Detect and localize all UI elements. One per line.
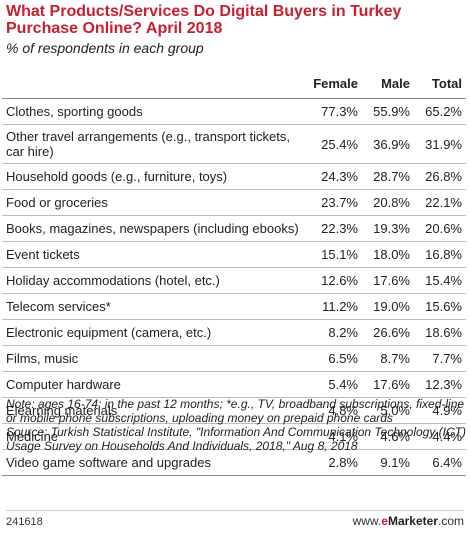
row-label: Clothes, sporting goods [2,98,304,125]
cell-female: 23.7% [304,189,362,216]
cell-female: 11.2% [304,293,362,320]
cell-female: 4.8% [304,397,362,424]
cell-total: 6.4% [414,449,466,476]
cell-total: 12.3% [414,371,466,398]
chart-notes: Note: ages 16-74; in the past 12 months;… [6,397,466,453]
cell-female: 5.4% [304,371,362,398]
brand-main: Marketer [387,514,438,528]
table-row: Household goods (e.g., furniture, toys) … [2,163,466,190]
row-label: Medicine [2,423,304,450]
table-row: Electronic equipment (camera, etc.) 8.2%… [2,319,466,346]
cell-female: 77.3% [304,98,362,125]
cell-male: 55.9% [362,98,414,125]
row-label: Food or groceries [2,189,304,216]
cell-female: 22.3% [304,215,362,242]
data-table: Female Male Total Clothes, sporting good… [2,68,466,476]
cell-female: 15.1% [304,241,362,268]
cell-total: 20.6% [414,215,466,242]
header-total: Total [414,68,466,99]
brand-suffix: .com [437,514,464,528]
table-row: Elearning materials 4.8% 5.0% 4.9% [2,397,466,424]
table-row: Computer hardware 5.4% 17.6% 12.3% [2,371,466,398]
source-text: Source: Turkish Statistical Institute, "… [6,425,467,453]
header-female: Female [304,68,362,99]
cell-female: 24.3% [304,163,362,190]
cell-total: 4.9% [414,397,466,424]
cell-female: 12.6% [304,267,362,294]
brand-prefix: www. [352,514,382,528]
cell-male: 17.6% [362,267,414,294]
chart-id: 241618 [6,516,43,528]
row-label: Event tickets [2,241,304,268]
table-row: Telecom services* 11.2% 19.0% 15.6% [2,293,466,320]
row-label: Elearning materials [2,397,304,424]
table-row: Holiday accommodations (hotel, etc.) 12.… [2,267,466,294]
table-row: Books, magazines, newspapers (including … [2,215,466,242]
cell-male: 5.0% [362,397,414,424]
brand-e: e [381,514,388,528]
table-row: Video game software and upgrades 2.8% 9.… [2,449,466,476]
cell-total: 16.8% [414,241,466,268]
cell-total: 15.6% [414,293,466,320]
cell-male: 18.0% [362,241,414,268]
row-label: Electronic equipment (camera, etc.) [2,319,304,346]
table-row: Food or groceries 23.7% 20.8% 22.1% [2,189,466,216]
cell-total: 4.4% [414,423,466,450]
row-label: Other travel arrangements (e.g., transpo… [2,124,304,164]
row-label: Computer hardware [2,371,304,398]
cell-total: 22.1% [414,189,466,216]
table-row: Clothes, sporting goods 77.3% 55.9% 65.2… [2,98,466,125]
table-row: Other travel arrangements (e.g., transpo… [2,124,466,164]
cell-female: 25.4% [304,124,362,164]
row-label: Video game software and upgrades [2,449,304,476]
cell-total: 18.6% [414,319,466,346]
cell-female: 2.8% [304,449,362,476]
cell-total: 31.9% [414,124,466,164]
cell-male: 36.9% [362,124,414,164]
table-row: Event tickets 15.1% 18.0% 16.8% [2,241,466,268]
row-label: Books, magazines, newspapers (including … [2,215,304,242]
cell-male: 17.6% [362,371,414,398]
cell-male: 19.0% [362,293,414,320]
table-header-row: Female Male Total [2,68,466,99]
row-label: Telecom services* [2,293,304,320]
cell-male: 20.8% [362,189,414,216]
header-male: Male [362,68,414,99]
header-label [2,68,304,99]
chart-subtitle: % of respondents in each group [6,40,204,56]
row-label: Films, music [2,345,304,372]
table-row: Films, music 6.5% 8.7% 7.7% [2,345,466,372]
cell-total: 26.8% [414,163,466,190]
chart-title: What Products/Services Do Digital Buyers… [6,3,402,37]
note-text: Note: ages 16-74; in the past 12 months;… [6,397,465,425]
cell-male: 9.1% [362,449,414,476]
cell-male: 4.6% [362,423,414,450]
cell-female: 4.1% [304,423,362,450]
cell-male: 19.3% [362,215,414,242]
cell-male: 8.7% [362,345,414,372]
cell-total: 7.7% [414,345,466,372]
brand-logo: www.eMarketer.com [353,514,464,528]
footer-divider [6,510,464,511]
cell-male: 26.6% [362,319,414,346]
row-label: Holiday accommodations (hotel, etc.) [2,267,304,294]
table-row: Medicine 4.1% 4.6% 4.4% [2,423,466,450]
row-label: Household goods (e.g., furniture, toys) [2,163,304,190]
cell-total: 15.4% [414,267,466,294]
cell-female: 6.5% [304,345,362,372]
cell-male: 28.7% [362,163,414,190]
cell-total: 65.2% [414,98,466,125]
cell-female: 8.2% [304,319,362,346]
